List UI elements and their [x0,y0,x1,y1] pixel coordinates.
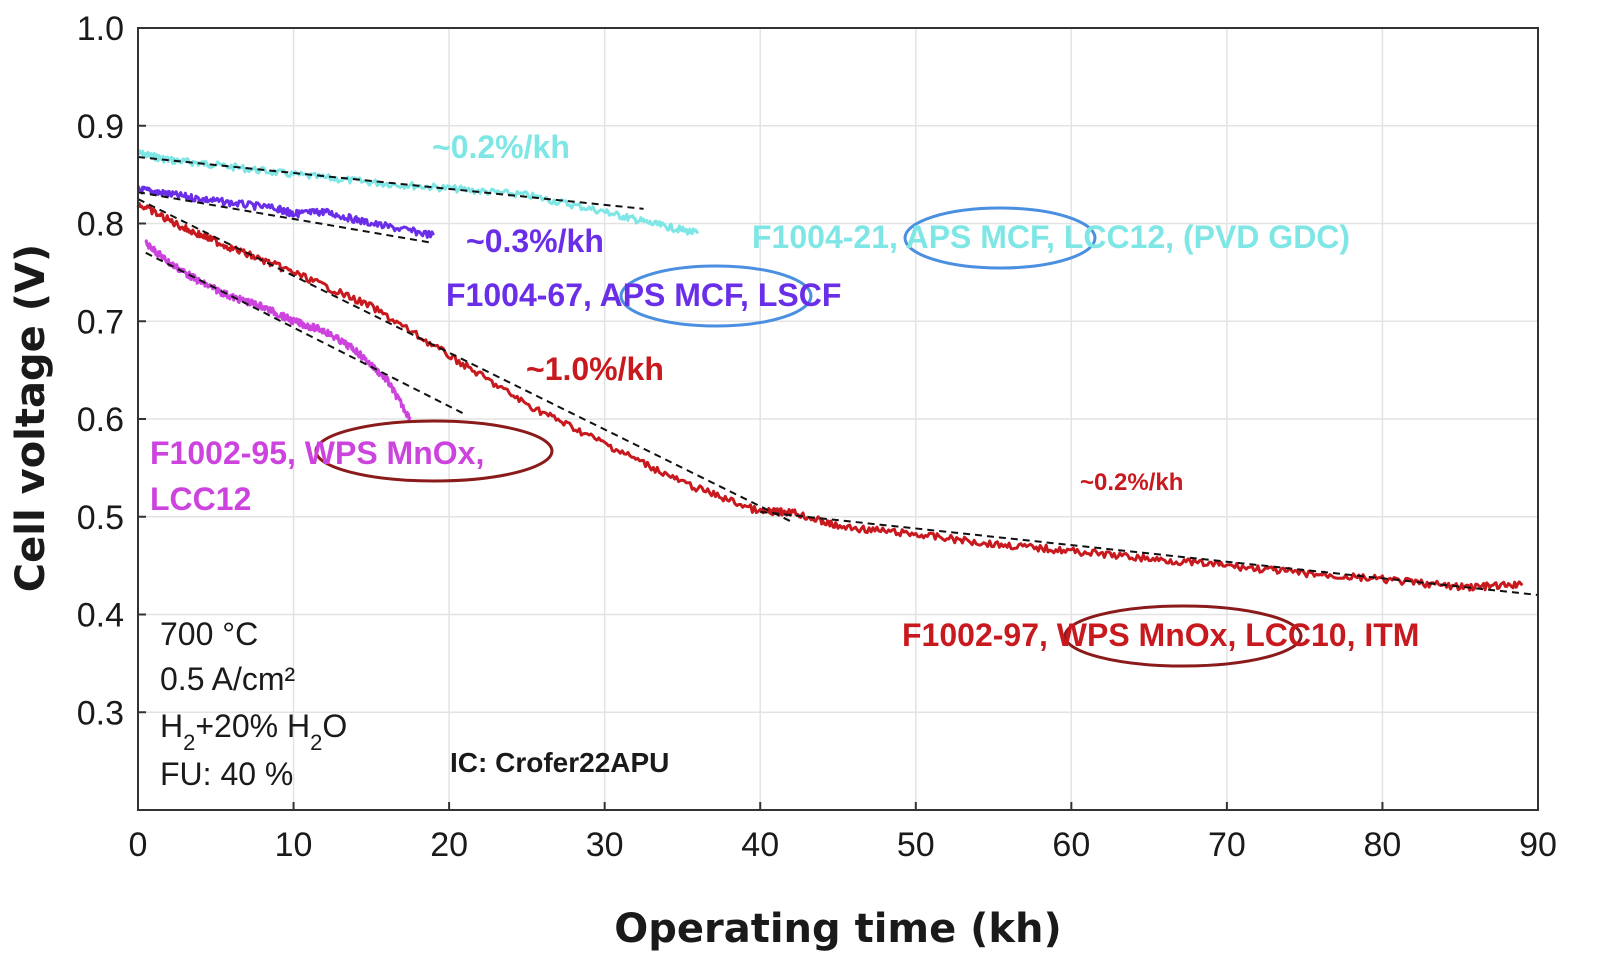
y-tick-label: 0.5 [77,499,124,537]
condition-temperature: 700 °C [160,616,258,652]
rate-label-cyan: ~0.2%/kh [432,129,570,165]
x-tick-label: 10 [275,826,313,864]
rate-label-red-1: ~1.0%/kh [526,351,664,387]
condition-current-density: 0.5 A/cm² [160,661,296,697]
x-tick-label: 80 [1364,826,1402,864]
series-label-magenta-line2: LCC12 [150,481,251,517]
x-tick-label: 50 [897,826,935,864]
y-tick-label: 0.9 [77,108,124,146]
series-line-0 [137,149,700,236]
highlight-ellipse-purple [619,264,813,328]
x-axis-title: Operating time (kh) [614,906,1062,952]
axis-ticks: 0.3 0.4 0.5 0.6 0.7 0.8 0.9 1.0 0 10 20 30 40 50 60 70 8… [77,10,1557,864]
x-tick-label: 30 [586,826,624,864]
rate-label-purple: ~0.3%/kh [466,223,604,259]
series-line-3 [136,201,1524,592]
series-label-magenta-line1: F1002-95, WPS MnOx, [150,435,484,471]
y-tick-label: 0.8 [77,206,124,244]
x-tick-label: 70 [1208,826,1246,864]
y-tick-label: 0.6 [77,401,124,439]
highlight-ellipse-magenta [314,419,554,483]
x-tick-label: 60 [1052,826,1090,864]
y-axis-title: Cell voltage (V) [8,244,54,592]
series-line-2 [144,239,412,422]
x-tick-label: 0 [129,826,148,864]
grid [138,27,1538,810]
trend-layer [137,156,1539,596]
trend-line-0 [137,156,644,210]
trend-line-3 [760,510,1539,596]
interconnect-label: IC: Crofer22APU [450,747,669,778]
x-tick-label: 20 [430,826,468,864]
series-label-red: F1002-97, WPS MnOx, LCC10, ITM [902,617,1419,653]
highlight-ellipse-cyan [903,206,1097,270]
series-label-cyan: F1004-21, APS MCF, LCC12, (PVD GDC) [752,219,1350,255]
condition-gas: H2+20% H2O [160,708,347,755]
highlight-ellipse-red [1063,604,1303,668]
x-tick-label: 90 [1519,826,1557,864]
series-layer [136,149,1524,592]
trend-line-1 [137,191,434,245]
y-tick-label: 0.7 [77,303,124,341]
y-tick-label: 0.3 [77,694,124,732]
condition-fuel-utilization: FU: 40 % [160,756,293,792]
y-tick-label: 0.4 [77,597,124,635]
trend-line-2 [137,198,792,523]
rate-label-red-2: ~0.2%/kh [1080,469,1183,496]
series-line-1 [136,185,435,239]
series-label-purple: F1004-67, APS MCF, LSCF [446,277,841,313]
x-tick-label: 40 [741,826,779,864]
y-tick-label: 1.0 [77,10,124,48]
